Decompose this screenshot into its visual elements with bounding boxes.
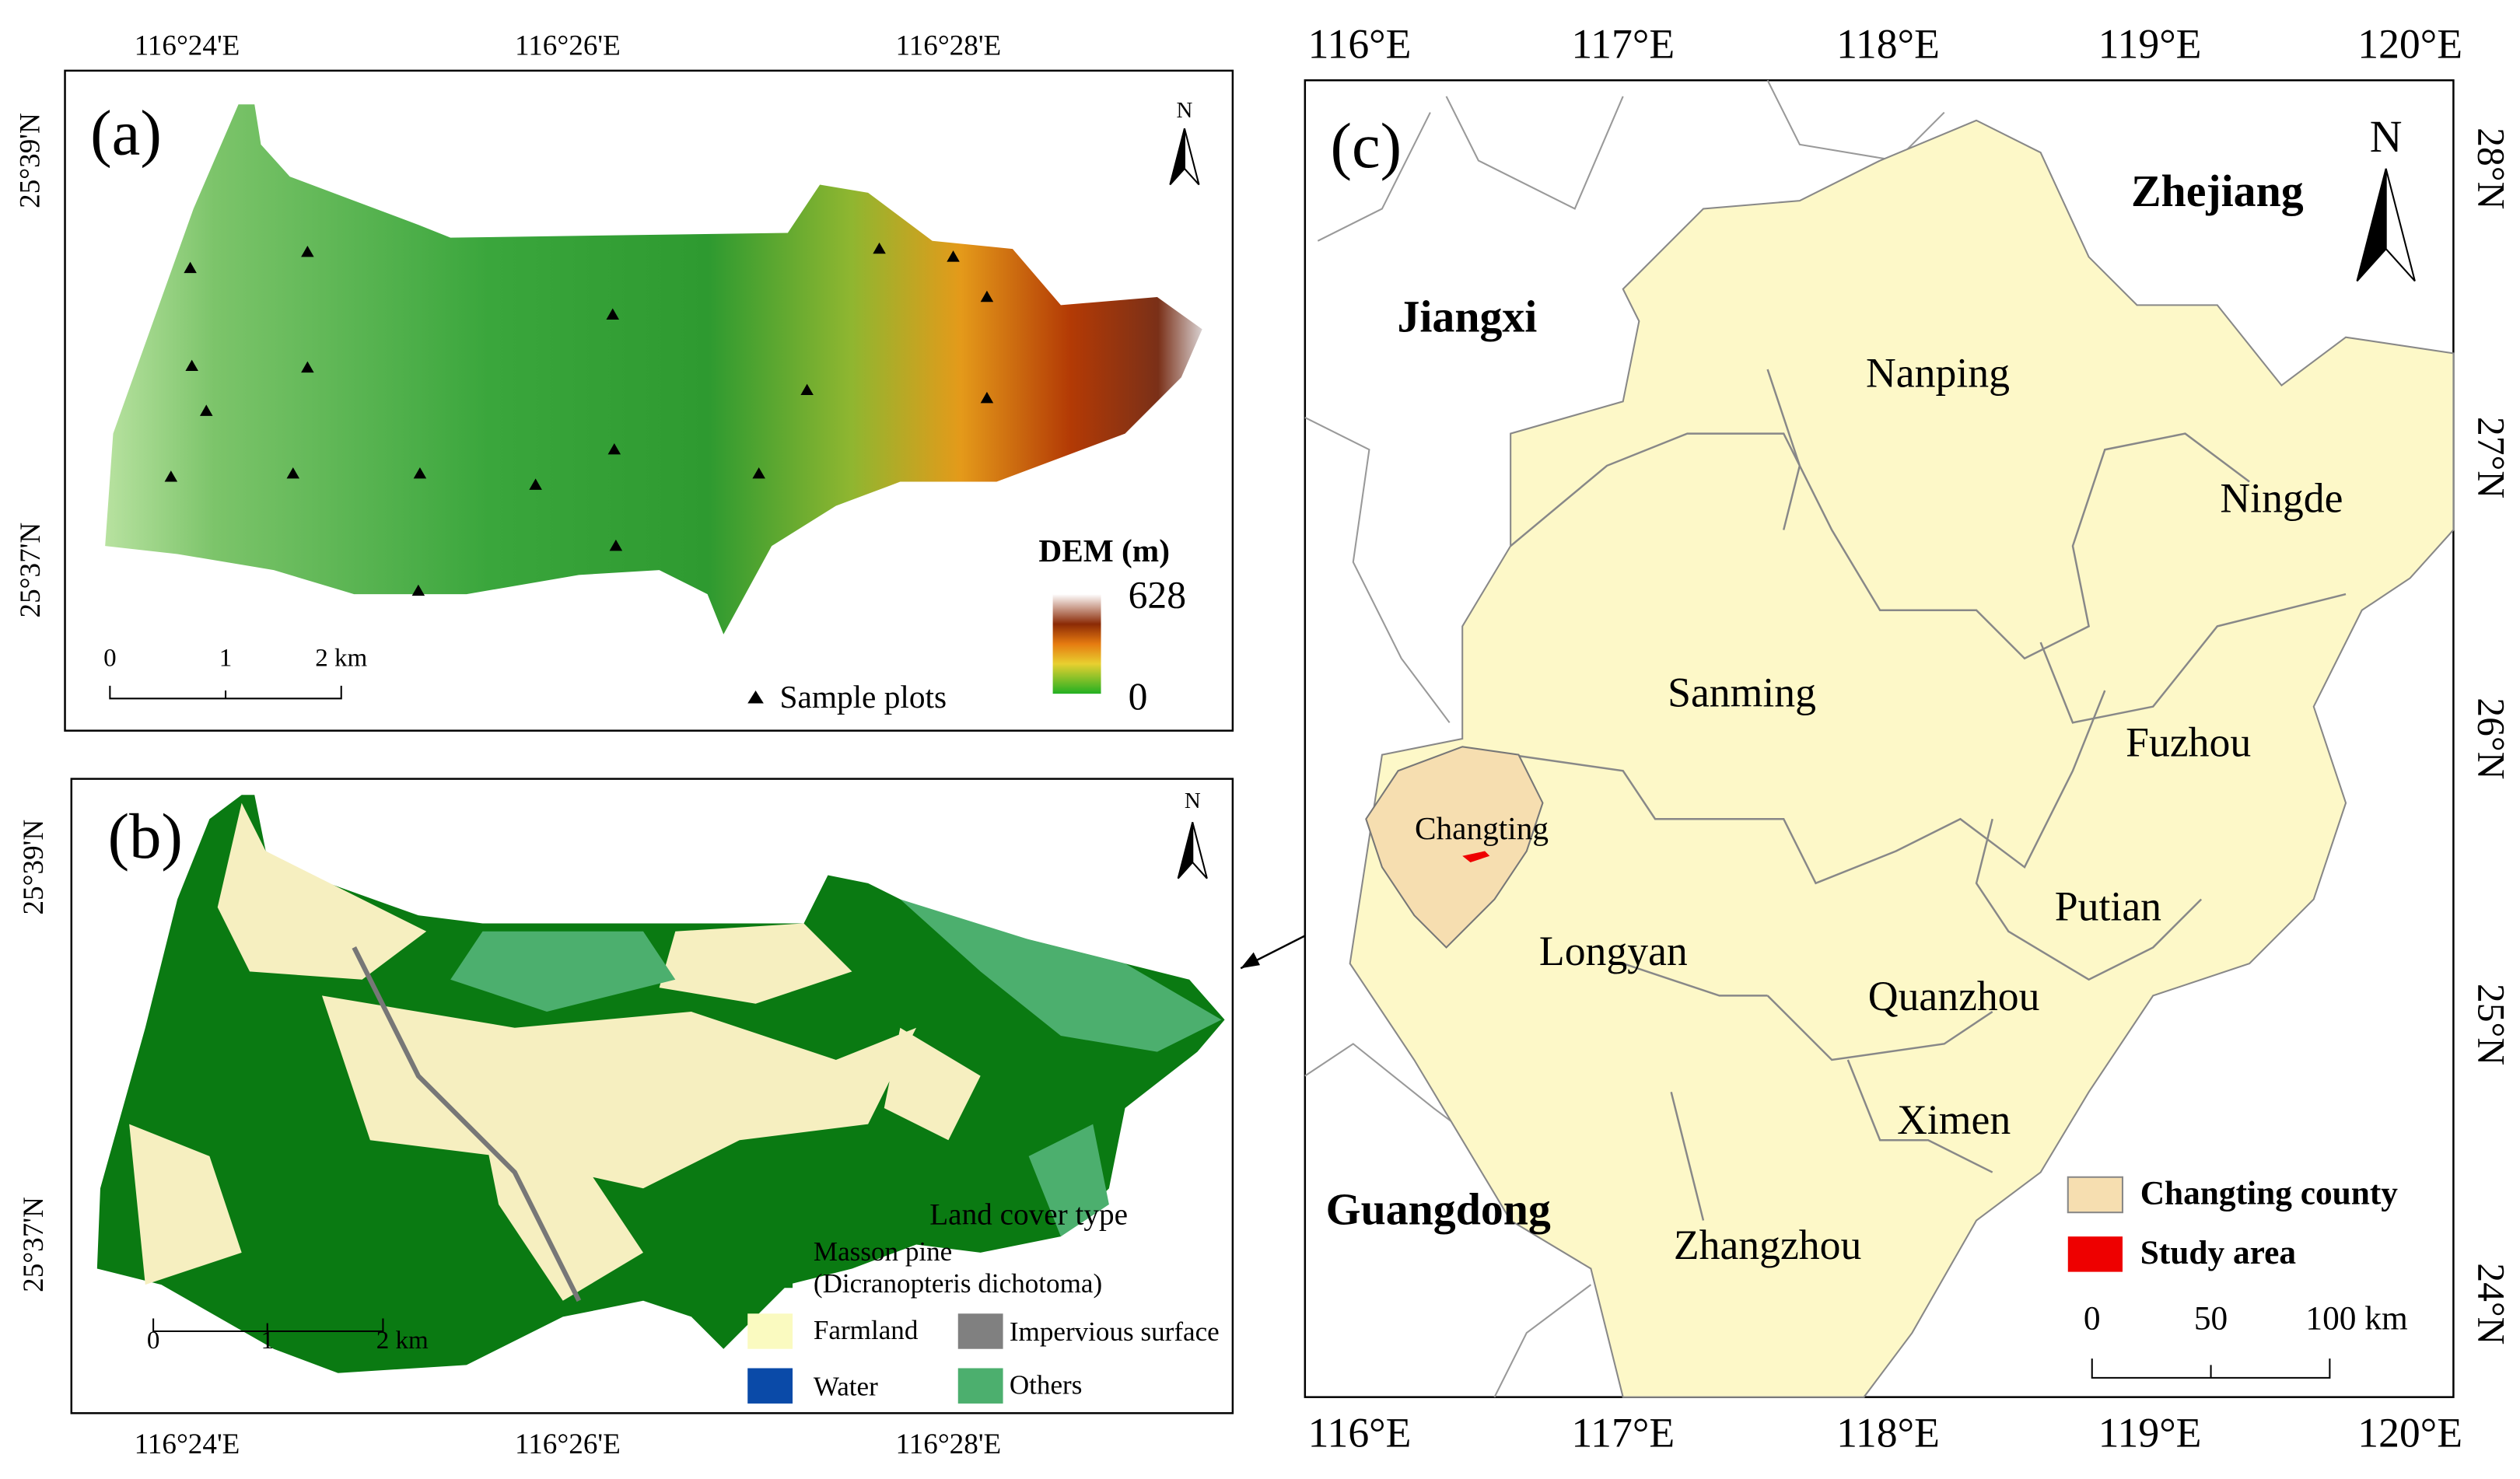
- frame: [70, 778, 1234, 1414]
- x-tick-label: 116°28'E: [895, 30, 1001, 61]
- changting: [1365, 746, 1544, 949]
- city-label: Longyan: [1539, 928, 1688, 974]
- panel-label: (a): [90, 97, 162, 169]
- panel-label: (c): [1330, 110, 1402, 181]
- x-tick-label: 119°E: [2098, 1410, 2202, 1456]
- north-arrow: [2385, 168, 2416, 282]
- x-tick-label: 116°28'E: [895, 1428, 1001, 1460]
- city-borders: [1510, 369, 2347, 1221]
- scale-bar: [152, 1318, 384, 1333]
- frame: [64, 69, 1234, 732]
- dem-area: [105, 104, 1202, 635]
- panel-b: [70, 778, 1234, 1414]
- city-label: Sanming: [1668, 670, 1816, 716]
- north-arrow: [1169, 128, 1185, 186]
- x-tick-label: 118°E: [1836, 20, 1940, 67]
- north-label: N: [1176, 98, 1192, 123]
- province-label: Jiangxi: [1397, 291, 1537, 341]
- legend-label: Sample plots: [780, 679, 947, 715]
- scale-label: 0: [2084, 1300, 2101, 1337]
- legend-label: Study area: [2140, 1234, 2297, 1271]
- x-tick-label: 116°E: [1308, 1410, 1412, 1456]
- scale-bar: [109, 685, 342, 700]
- scale-label: 0: [103, 644, 117, 672]
- x-tick-label: 118°E: [1836, 1410, 1940, 1456]
- city-label: Quanzhou: [1868, 973, 2040, 1019]
- legend-label: Masson pine: [814, 1236, 952, 1267]
- legend-title: Land cover type: [929, 1198, 1128, 1231]
- study-area: [1462, 851, 1490, 862]
- north-label: N: [1185, 788, 1201, 813]
- x-tick-label: 117°E: [1571, 20, 1675, 67]
- legend-swatch: [957, 1368, 1003, 1404]
- scale-label: 2 km: [315, 644, 367, 672]
- y-tick-label: 28°N: [2469, 128, 2512, 209]
- legend-swatch: [2067, 1236, 2123, 1272]
- city-label: Putian: [2055, 883, 2161, 929]
- scale-bar: [2091, 1358, 2331, 1379]
- x-tick-label: 116°24'E: [135, 30, 240, 61]
- x-tick-label: 117°E: [1571, 1410, 1675, 1456]
- legend-label: Changting county: [2140, 1174, 2399, 1212]
- y-tick-label: 25°37'N: [18, 1197, 50, 1292]
- north-arrow: [1192, 822, 1208, 879]
- legend-max: 628: [1129, 574, 1186, 617]
- legend-label: Impervious surface: [1010, 1316, 1220, 1347]
- legend-title: DEM (m): [1038, 533, 1170, 569]
- legend-label: Farmland: [814, 1315, 919, 1345]
- province-label: Zhejiang: [2131, 166, 2304, 216]
- farmland-patches: [129, 802, 981, 1301]
- city-label: Ningde: [2220, 475, 2343, 522]
- y-tick-label: 25°37'N: [15, 523, 47, 618]
- x-tick-label: 119°E: [2098, 20, 2202, 67]
- province-label: Guangdong: [1326, 1184, 1551, 1235]
- north-label: N: [2370, 111, 2403, 162]
- road: [352, 946, 582, 1302]
- legend-label: Others: [1010, 1369, 1083, 1400]
- y-tick-label: 25°39'N: [18, 820, 50, 915]
- city-label: Ximen: [1897, 1096, 2011, 1143]
- y-tick-label: 27°N: [2469, 417, 2512, 498]
- connector-arrow-head: [1241, 952, 1260, 969]
- x-tick-label: 116°E: [1308, 20, 1412, 67]
- north-arrow: [1177, 822, 1194, 879]
- scale-label: 100 km: [2305, 1300, 2408, 1337]
- x-tick-label: 116°26'E: [515, 30, 621, 61]
- legend-min: 0: [1129, 675, 1148, 718]
- x-tick-label: 116°24'E: [135, 1428, 240, 1460]
- panel-label: (b): [108, 800, 183, 872]
- y-tick-label: 26°N: [2469, 698, 2512, 779]
- y-tick-label: 24°N: [2469, 1263, 2512, 1344]
- dem-colorbar: [1052, 594, 1101, 694]
- y-tick-label: 25°39'N: [15, 113, 47, 208]
- city-label: Fuzhou: [2126, 719, 2251, 766]
- legend-swatch: [747, 1368, 793, 1404]
- north-arrow: [1183, 128, 1200, 186]
- scale-label: 2 km: [376, 1327, 429, 1355]
- province-borders: [1304, 79, 1945, 1398]
- legend-swatch: [747, 1252, 793, 1288]
- legend-label: Water: [814, 1371, 878, 1401]
- county-label: Changting: [1415, 810, 1549, 846]
- city-label: Nanping: [1866, 350, 2010, 397]
- panel-c: [1304, 79, 2455, 1398]
- x-tick-label: 120°E: [2357, 20, 2462, 67]
- scale-label: 1: [261, 1327, 274, 1355]
- x-tick-label: 120°E: [2357, 1410, 2462, 1456]
- legend-swatch: [2067, 1176, 2124, 1214]
- scale-label: 50: [2194, 1300, 2228, 1337]
- scale-label: 0: [147, 1327, 160, 1355]
- legend-swatch: [747, 1313, 793, 1349]
- panel-a: [64, 69, 1234, 732]
- legend-label: (Dicranopteris dichotoma): [814, 1268, 1102, 1299]
- legend-swatch: [957, 1313, 1003, 1349]
- y-tick-label: 25°N: [2469, 984, 2512, 1065]
- scale-label: 1: [219, 644, 233, 672]
- others-patches: [450, 899, 1222, 1237]
- city-label: Zhangzhou: [1674, 1222, 1862, 1268]
- fujian: [1349, 119, 2455, 1398]
- x-tick-label: 116°26'E: [515, 1428, 621, 1460]
